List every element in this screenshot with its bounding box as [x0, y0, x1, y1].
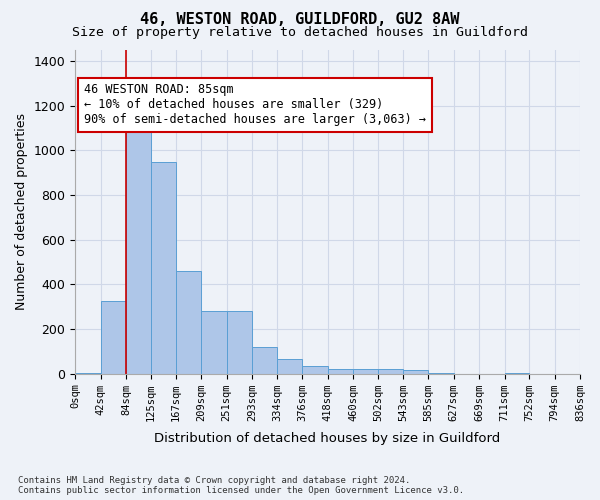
Bar: [252, 347, 277, 374]
Bar: [328, 369, 353, 374]
Bar: [151, 162, 176, 374]
Bar: [277, 359, 302, 374]
X-axis label: Distribution of detached houses by size in Guildford: Distribution of detached houses by size …: [154, 432, 501, 445]
Text: Size of property relative to detached houses in Guildford: Size of property relative to detached ho…: [72, 26, 528, 39]
Bar: [75, 372, 101, 374]
Text: 46 WESTON ROAD: 85sqm
← 10% of detached houses are smaller (329)
90% of semi-det: 46 WESTON ROAD: 85sqm ← 10% of detached …: [84, 84, 426, 126]
Y-axis label: Number of detached properties: Number of detached properties: [15, 114, 28, 310]
Bar: [353, 369, 379, 374]
Bar: [101, 301, 126, 374]
Bar: [176, 271, 202, 374]
Bar: [505, 372, 529, 374]
Bar: [403, 370, 428, 374]
Bar: [227, 311, 252, 374]
Bar: [202, 311, 227, 374]
Bar: [379, 369, 403, 374]
Text: Contains HM Land Registry data © Crown copyright and database right 2024.
Contai: Contains HM Land Registry data © Crown c…: [18, 476, 464, 495]
Bar: [126, 122, 151, 374]
Bar: [428, 372, 454, 374]
Text: 46, WESTON ROAD, GUILDFORD, GU2 8AW: 46, WESTON ROAD, GUILDFORD, GU2 8AW: [140, 12, 460, 28]
Bar: [302, 366, 328, 374]
